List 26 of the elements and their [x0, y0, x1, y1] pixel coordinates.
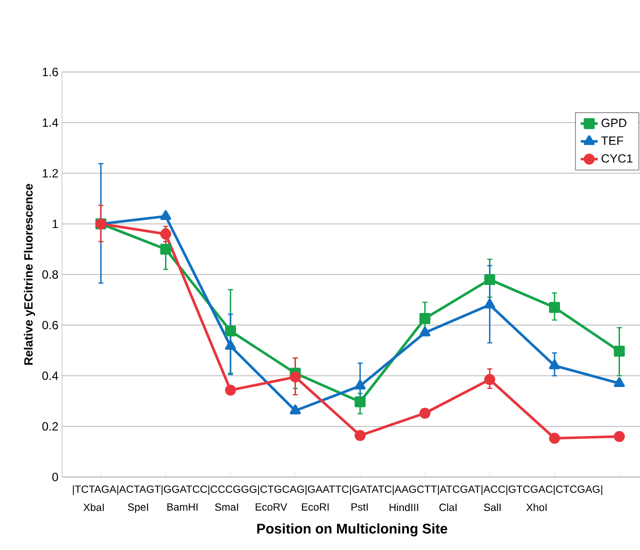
legend-label: TEF — [601, 136, 624, 145]
y-tick-label: 1.4 — [42, 118, 58, 127]
text: PstI — [352, 503, 368, 511]
y-tick-label: 1.6 — [42, 68, 58, 76]
text: EcoRV — [256, 503, 288, 511]
y-axis-title: Relative yECitrine Fluorescence — [24, 184, 36, 365]
text: EcoRI — [302, 503, 329, 511]
y-tick-label: 0.8 — [42, 270, 58, 279]
y-tick-label: 1.2 — [42, 169, 58, 178]
text: ClaI — [439, 503, 457, 512]
y-tick-label: 1 — [52, 220, 58, 228]
y-tick-label: 0.2 — [42, 422, 58, 431]
text: SalI — [484, 503, 501, 512]
text: |TCTAGA|ACTAGT|GGATCC|CCCGGG|CTGCAG|GAATTC|GATATC|AAGCTT|ATCGAT|ACC|GTCGAC|CTCGAG| — [72, 485, 602, 495]
y-tick-label: 0.4 — [42, 372, 58, 380]
text: SmaI — [215, 503, 238, 511]
text: BamHI — [167, 503, 198, 511]
legend-label: CYC1 — [602, 154, 632, 163]
text: XhoI — [526, 503, 547, 512]
text: XbaI — [83, 503, 104, 512]
x-axis-title: Position on Multicloning Site — [257, 523, 448, 536]
y-tick-label: 0 — [52, 472, 58, 482]
y-tick-label: 0.6 — [42, 320, 58, 330]
text: HindIII — [390, 503, 418, 512]
legend-label: GPD — [602, 118, 626, 128]
text: SpeI — [128, 503, 148, 513]
